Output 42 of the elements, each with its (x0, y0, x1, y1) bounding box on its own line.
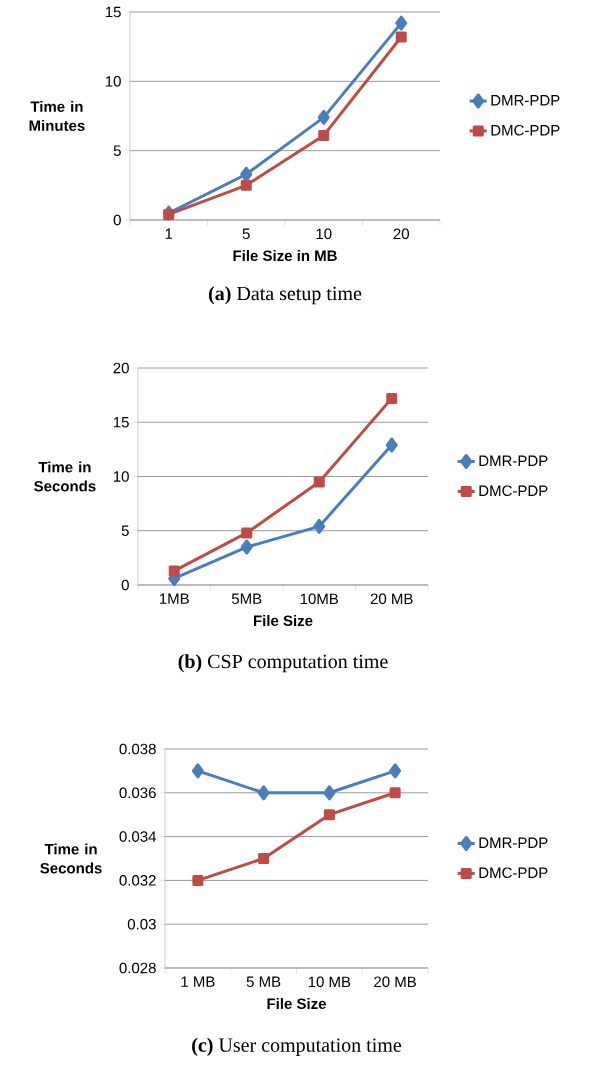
y-tick-label: 0 (121, 579, 129, 591)
legend-label: DMC-PDP (479, 867, 548, 879)
x-axis-title: File Size in MB (233, 250, 337, 262)
x-tick-label: 10 MB (308, 976, 351, 988)
legend-label: DMR-PDP (491, 95, 560, 106)
legend-label: DMR-PDP (479, 837, 548, 848)
x-tick-label: 20 (393, 228, 409, 240)
x-tick-label: 5 (242, 228, 250, 239)
legend-label: DMC-PDP (491, 124, 560, 136)
y-tick-label: 0.034 (119, 831, 157, 842)
y-tick-label: 10 (113, 471, 129, 482)
y-tick-label: 0 (113, 214, 121, 226)
legend-label: DMC-PDP (479, 485, 548, 497)
y-tick-label: 10 (105, 76, 121, 87)
y-axis-title: Time in Seconds (34, 461, 96, 492)
y-tick-label: 5 (113, 145, 121, 156)
y-tick-label: 0.036 (119, 787, 156, 799)
x-tick-label: 5 MB (246, 976, 281, 987)
x-tick-label: 20 MB (370, 593, 413, 605)
x-tick-label: 1 MB (181, 976, 215, 987)
x-tick-label: 10 (316, 228, 332, 240)
text: (c) User computation time (192, 1037, 402, 1056)
y-tick-label: 0.032 (119, 875, 156, 886)
x-tick-label: 10MB (300, 593, 339, 605)
y-axis-title: Time in Seconds (40, 843, 102, 874)
x-tick-label: 5MB (231, 593, 262, 604)
y-axis-title: Time in Minutes (29, 100, 85, 131)
y-tick-label: 15 (105, 6, 121, 18)
y-tick-label: 20 (113, 362, 129, 374)
y-tick-label: 5 (121, 525, 129, 536)
y-tick-label: 0.028 (119, 962, 156, 974)
y-tick-label: 0.038 (119, 743, 156, 755)
x-tick-label: 1 (165, 228, 173, 239)
x-axis-title: File Size (267, 998, 326, 1010)
text: (b) CSP computation time (178, 654, 388, 673)
y-tick-label: 15 (113, 417, 129, 428)
x-tick-label: 1MB (159, 593, 189, 604)
x-axis-title: File Size (253, 615, 313, 627)
text: (a) Data setup time (208, 286, 362, 305)
y-tick-label: 0.03 (127, 918, 156, 930)
x-tick-label: 20 MB (374, 976, 416, 988)
legend-label: DMR-PDP (479, 455, 548, 466)
